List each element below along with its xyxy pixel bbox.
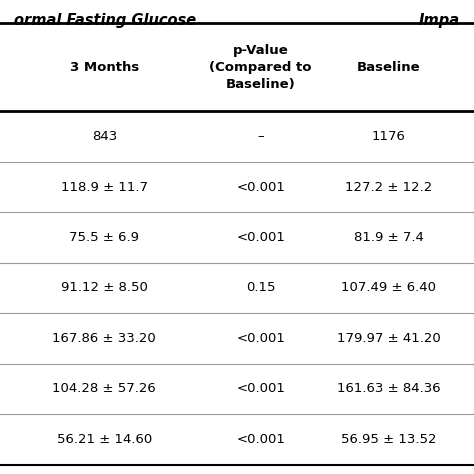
- Text: Impa: Impa: [419, 13, 460, 28]
- Text: <0.001: <0.001: [236, 383, 285, 395]
- Text: p-Value
(Compared to
Baseline): p-Value (Compared to Baseline): [210, 44, 312, 91]
- Text: 3 Months: 3 Months: [70, 61, 139, 73]
- Text: ormal Fasting Glucose: ormal Fasting Glucose: [14, 13, 196, 28]
- Text: –: –: [257, 130, 264, 143]
- Text: <0.001: <0.001: [236, 433, 285, 446]
- Text: <0.001: <0.001: [236, 332, 285, 345]
- Text: <0.001: <0.001: [236, 231, 285, 244]
- Text: 56.21 ± 14.60: 56.21 ± 14.60: [57, 433, 152, 446]
- Text: 91.12 ± 8.50: 91.12 ± 8.50: [61, 282, 148, 294]
- Text: 0.15: 0.15: [246, 282, 275, 294]
- Text: 75.5 ± 6.9: 75.5 ± 6.9: [69, 231, 139, 244]
- Text: 179.97 ± 41.20: 179.97 ± 41.20: [337, 332, 440, 345]
- Text: 167.86 ± 33.20: 167.86 ± 33.20: [53, 332, 156, 345]
- Text: 1176: 1176: [372, 130, 406, 143]
- Text: 104.28 ± 57.26: 104.28 ± 57.26: [53, 383, 156, 395]
- Text: Baseline: Baseline: [357, 61, 420, 73]
- Text: 161.63 ± 84.36: 161.63 ± 84.36: [337, 383, 440, 395]
- Text: 107.49 ± 6.40: 107.49 ± 6.40: [341, 282, 436, 294]
- Text: 118.9 ± 11.7: 118.9 ± 11.7: [61, 181, 148, 193]
- Text: 127.2 ± 12.2: 127.2 ± 12.2: [345, 181, 432, 193]
- Text: <0.001: <0.001: [236, 181, 285, 193]
- Text: 81.9 ± 7.4: 81.9 ± 7.4: [354, 231, 424, 244]
- Text: 843: 843: [91, 130, 117, 143]
- Text: 56.95 ± 13.52: 56.95 ± 13.52: [341, 433, 437, 446]
